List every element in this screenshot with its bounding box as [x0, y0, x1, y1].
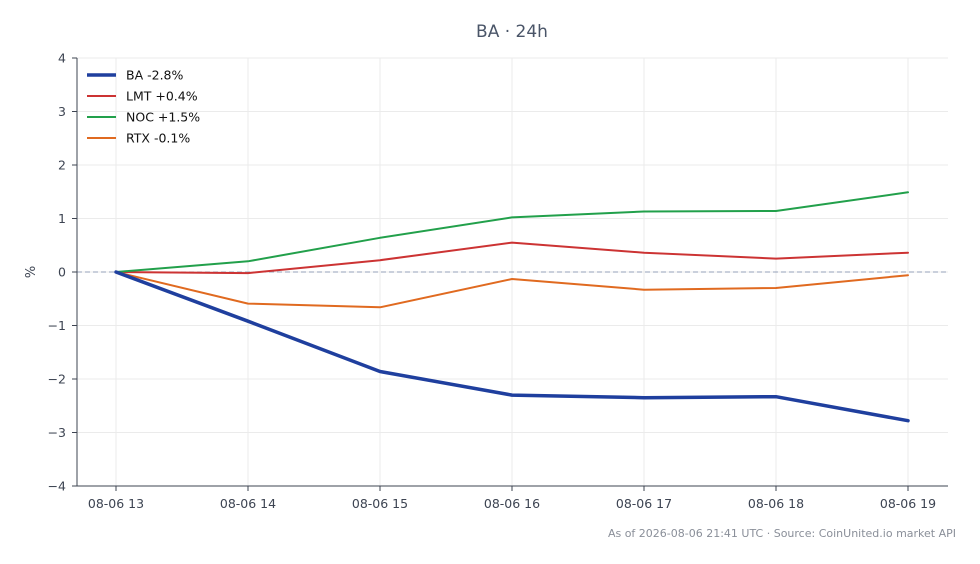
legend-label-noc: NOC +1.5% [126, 110, 200, 125]
series-line-rtx [115, 271, 909, 309]
x-tick-label: 08-06 14 [220, 496, 276, 511]
y-tick-label: −4 [48, 479, 66, 494]
x-tick-label: 08-06 17 [616, 496, 672, 511]
y-tick-label: −2 [48, 372, 66, 387]
series-line-ba [114, 270, 910, 423]
series-line-lmt [115, 241, 909, 275]
legend-label-ba: BA -2.8% [126, 68, 183, 83]
source-note: As of 2026-08-06 21:41 UTC · Source: Coi… [608, 527, 956, 540]
legend-label-lmt: LMT +0.4% [126, 89, 198, 104]
chart-title: BA · 24h [476, 22, 548, 42]
y-tick-label: −1 [48, 318, 66, 333]
y-tick-label: 4 [58, 51, 66, 66]
y-ticks: −4 −3 −2 −1 0 1 2 3 4 [48, 51, 77, 494]
series-lines [114, 191, 910, 423]
y-tick-label: 2 [58, 158, 66, 173]
x-ticks: 08-06 13 08-06 14 08-06 15 08-06 16 08-06 17… [88, 486, 936, 511]
y-axis-label: % [24, 266, 39, 278]
x-tick-label: 08-06 19 [880, 496, 936, 511]
y-tick-label: −3 [48, 425, 66, 440]
legend-label-rtx: RTX -0.1% [126, 131, 190, 146]
legend: BA -2.8% LMT +0.4% NOC +1.5% RTX -0.1% [87, 68, 200, 146]
y-tick-label: 0 [58, 265, 66, 280]
x-tick-label: 08-06 18 [748, 496, 804, 511]
y-tick-label: 3 [58, 104, 66, 119]
x-tick-label: 08-06 16 [484, 496, 540, 511]
series-line-noc [115, 191, 909, 273]
y-tick-label: 1 [58, 211, 66, 226]
x-tick-label: 08-06 13 [88, 496, 144, 511]
x-tick-label: 08-06 15 [352, 496, 408, 511]
